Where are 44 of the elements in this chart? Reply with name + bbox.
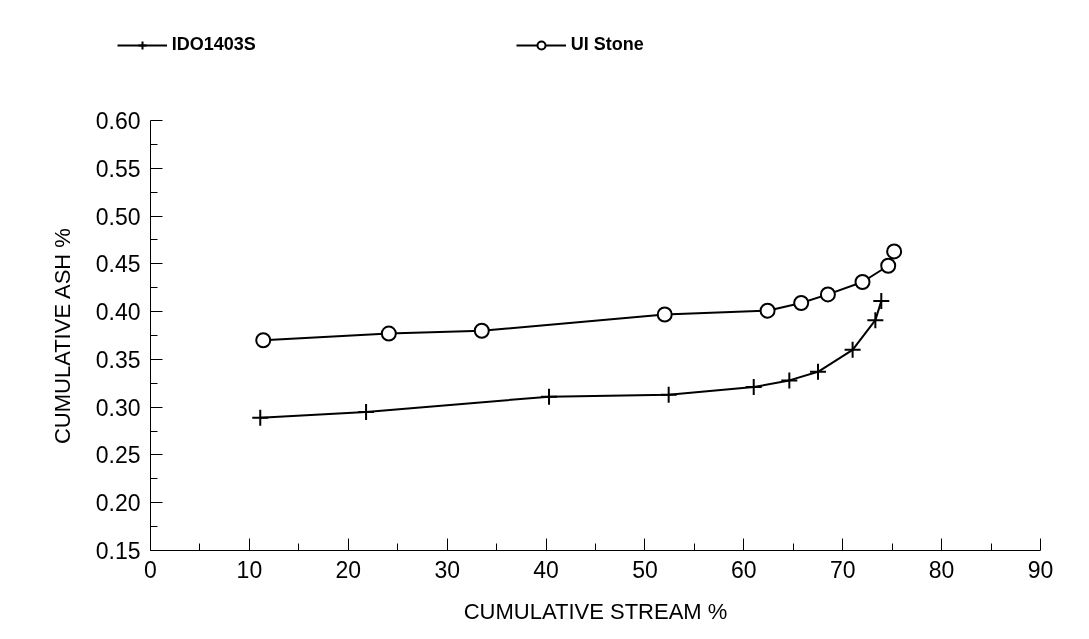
y-tick-label: 0.45 [95,251,141,278]
point [540,387,559,406]
y-tick-label: 0.35 [95,346,141,373]
y-tick-label: 0.50 [95,203,141,230]
point [886,243,903,260]
y-tick-label: 0.60 [95,108,141,134]
point [357,402,376,421]
point [780,371,799,390]
legend-label: UI Stone [570,34,644,55]
legend-label: IDO1403S [171,34,256,55]
x-tick-label: 10 [236,556,263,583]
x-tick-label: 30 [434,556,460,583]
y-tick-label: 0.30 [95,394,141,421]
x-axis-title: CUMULATIVE STREAM % [463,598,728,624]
x-tick-label: 50 [632,556,658,583]
point [872,292,891,311]
point [251,408,270,427]
x-tick-label: 80 [928,556,955,583]
y-tick-label: 0.40 [95,299,141,326]
x-tick-label: 60 [731,556,757,583]
point [759,302,776,319]
point [866,311,885,330]
point [656,306,673,323]
point [659,385,678,404]
y-tick-label: 0.55 [95,155,141,182]
x-tick-label: 0 [144,556,157,583]
y-tick-label: 0.15 [95,538,141,564]
point [744,378,763,397]
point [819,286,836,303]
point [880,257,897,274]
x-tick-label: 90 [1027,556,1054,583]
point [473,322,490,339]
x-tick-label: 40 [533,556,559,583]
y-tick-label: 0.20 [95,490,141,517]
point [255,332,272,349]
y-tick-label: 0.25 [95,442,141,469]
point [793,295,810,311]
point [854,274,871,290]
point [380,325,397,342]
point [843,340,862,359]
x-tick-label: 20 [335,556,362,583]
y-axis-title: CUMULATIVE ASH % [49,228,75,445]
x-tick-label: 70 [829,556,856,583]
point [809,362,827,381]
